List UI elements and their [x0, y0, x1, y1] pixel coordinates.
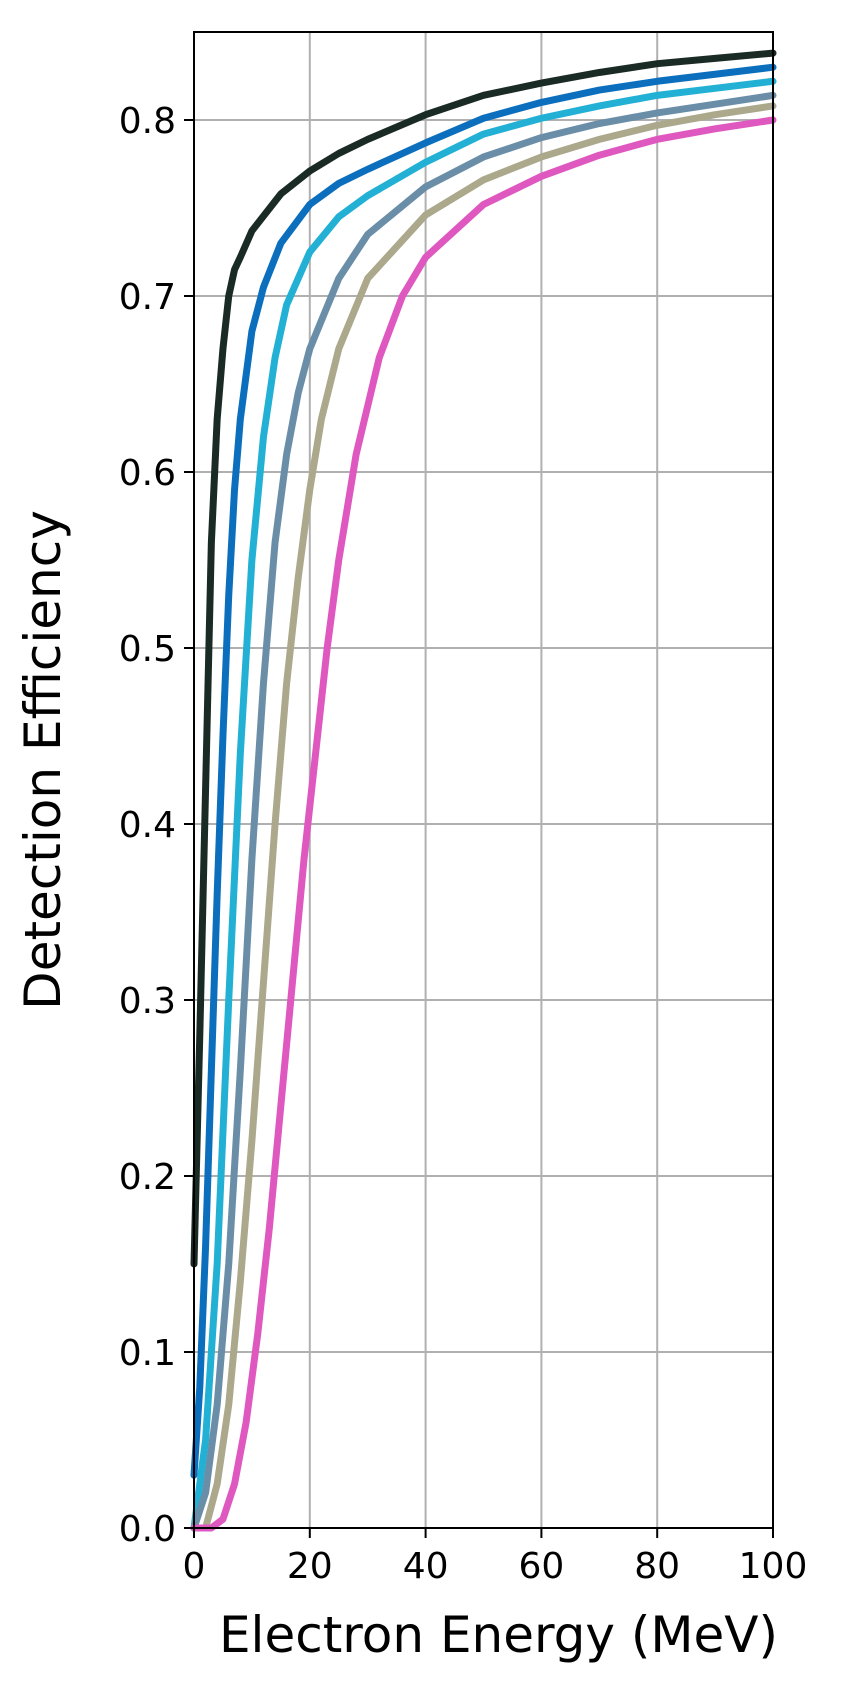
y-tick-label: 0.6	[119, 453, 176, 494]
y-tick-label: 0.3	[119, 981, 176, 1022]
y-tick-label: 0.2	[119, 1157, 176, 1198]
series-line-4	[190, 91, 777, 1532]
y-tick-label: 0.8	[119, 101, 176, 142]
plot-frame	[193, 31, 774, 1529]
series-line-1	[190, 49, 777, 1268]
y-tick-label: 0.7	[119, 277, 176, 318]
y-axis-label: Detection Efficiency	[14, 510, 72, 1010]
series-line-3	[190, 77, 777, 1532]
x-tick-label: 60	[518, 1546, 564, 1587]
axis-ticks: 0 20 40 60 80 100 0.0 0.1 0.2 0.3 0.4 0.5 0.6 0.7 0.8	[119, 101, 808, 1587]
series-line-2	[190, 63, 777, 1479]
y-tick-label: 0.1	[119, 1333, 176, 1374]
x-tick-label: 100	[739, 1546, 808, 1587]
x-tick-label: 40	[403, 1546, 449, 1587]
y-tick-label: 0.0	[119, 1509, 176, 1550]
y-tick-label: 0.4	[119, 805, 176, 846]
series-line-5	[190, 102, 777, 1532]
series-line-6	[190, 116, 777, 1532]
series-group	[190, 49, 777, 1532]
y-tick-label: 0.5	[119, 629, 176, 670]
x-tick-label: 80	[634, 1546, 680, 1587]
x-tick-label: 0	[183, 1546, 206, 1587]
x-axis-label: Electron Energy (MeV)	[219, 1606, 778, 1664]
x-tick-label: 20	[287, 1546, 333, 1587]
